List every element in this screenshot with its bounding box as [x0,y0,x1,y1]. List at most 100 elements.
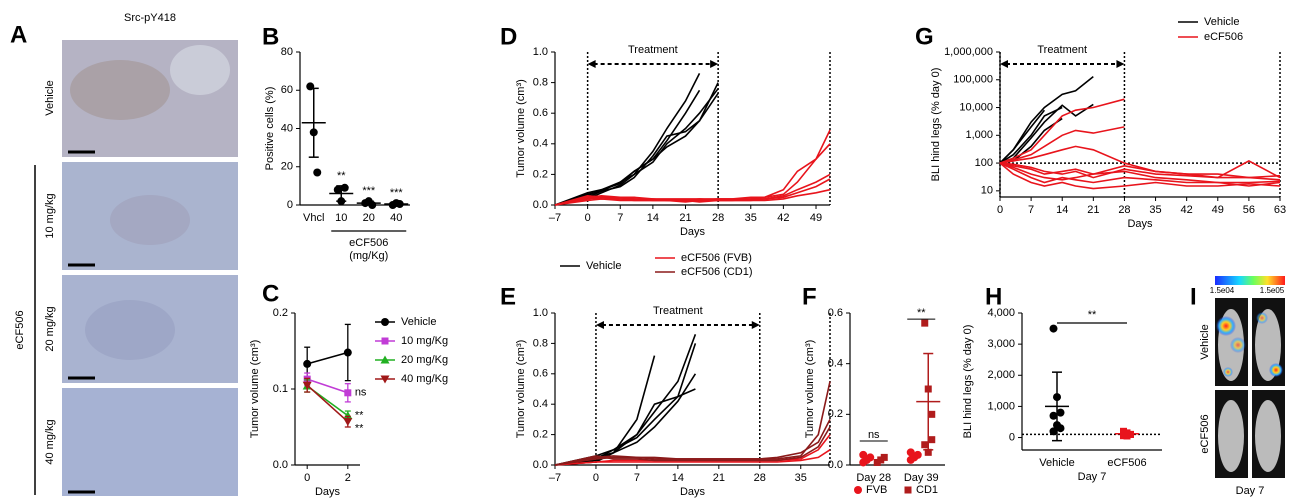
x-tick-label: Vhcl [303,212,324,224]
x-tick-label: 35 [795,472,807,484]
panel-letter: E [500,283,516,310]
x-tick-label: 0 [304,472,310,484]
data-point [343,418,353,427]
y-tick-label: 0.4 [533,138,548,150]
data-point [343,411,353,420]
y-tick-label: 0.6 [828,307,843,319]
arrowhead [587,60,596,68]
series-line [554,419,831,466]
y-tick-label: 1.0 [533,307,548,319]
y-axis-label: Positive cells (%) [264,87,276,171]
series-line [999,98,1125,164]
series-line [554,373,697,466]
legend-label: 10 mg/Kg [401,335,448,347]
row-label: eCF506 [1199,414,1211,453]
y-tick-label: 0.6 [533,368,548,380]
x-axis-label: Days [680,226,706,238]
legend-marker [381,318,389,326]
series-line [999,145,1281,179]
series-line [306,384,349,423]
image-xlabel: Day 7 [1236,485,1265,497]
x-tick-label: –7 [549,472,561,484]
y-tick-label: 0 [287,199,293,211]
y-tick-label: 0.0 [533,199,548,211]
significance: ns [868,429,880,441]
series-line [999,106,1063,164]
row-label: 40 mg/kg [44,419,56,464]
x-tick-label: 21 [713,472,725,484]
arrowhead [1116,60,1125,68]
y-tick-label: 1,000 [965,129,993,141]
data-point [313,168,322,177]
series-line [554,188,831,206]
data-point [1056,408,1065,417]
series-line [554,173,831,206]
x-tick-label: 21 [679,212,691,224]
legend-marker [380,375,390,384]
y-tick-label: 60 [281,84,293,96]
significance: *** [390,187,404,199]
x-tick-label: 28 [1118,204,1130,216]
data-point [921,319,929,327]
x-tick-label: 20 [363,212,375,224]
legend-marker [380,355,390,364]
y-tick-label: 0.0 [273,459,288,471]
x-tick-label: 63 [1274,204,1286,216]
y-tick-label: 0.2 [828,408,843,420]
data-point [906,448,915,457]
x-tick-label: 14 [672,472,684,484]
treatment-label: Treatment [628,44,678,56]
arrowhead [1000,60,1008,68]
panel-letter: I [1190,283,1197,310]
x-tick-label: –7 [549,212,561,224]
legend-label: eCF506 (FVB) [681,252,752,264]
y-tick-label: 2,000 [987,369,1015,381]
image-title: Src-pY418 [124,12,176,24]
x-axis-label: Day 7 [1078,471,1107,483]
significance: ** [355,410,364,422]
y-tick-label: 1,000 [987,400,1015,412]
y-tick-label: 100,000 [953,74,993,86]
arrowhead [710,60,719,68]
x-tick-label: 49 [1212,204,1224,216]
bli-images [1215,298,1285,478]
x-axis-label: eCF506 [349,237,388,249]
y-tick-label: 1.0 [533,46,548,58]
data-point [333,185,342,194]
data-point [1049,427,1058,436]
x-tick-label: 7 [634,472,640,484]
series-line [554,89,701,206]
x-tick-label: 14 [647,212,659,224]
x-tick-label: Day 39 [904,472,939,484]
treatment-label: Treatment [1037,44,1087,56]
y-tick-label: 20 [281,161,293,173]
data-point [344,389,352,397]
arrowhead [595,321,604,329]
y-tick-label: 1,000,000 [944,46,993,58]
x-tick-label: 28 [754,472,766,484]
data-point [303,359,312,368]
legend-label: eCF506 (CD1) [681,266,753,278]
y-tick-label: 10,000 [959,101,993,113]
significance: ** [337,170,346,182]
series-line [554,178,831,206]
data-point [862,455,871,464]
x-tick-label: Day 28 [856,472,891,484]
significance: ns [355,387,367,399]
data-point [924,448,932,456]
y-axis-label: Tumor volume (cm³) [804,340,816,439]
data-point [343,348,352,357]
colorbar-label: 1.5e05 [1260,286,1285,295]
series-line [999,162,1281,184]
y-tick-label: 0.4 [533,398,548,410]
legend-marker [854,486,862,494]
y-axis-label: Tumor volume (cm³) [249,340,261,439]
colorbar-label: 1.5e04 [1210,286,1235,295]
micrographs [34,40,238,496]
series-line [306,378,349,394]
data-point [302,381,312,390]
x-tick-label: 42 [777,212,789,224]
legend-label: Vehicle [401,316,436,328]
data-point [1049,324,1058,333]
x-tick-label: 10 [335,212,347,224]
